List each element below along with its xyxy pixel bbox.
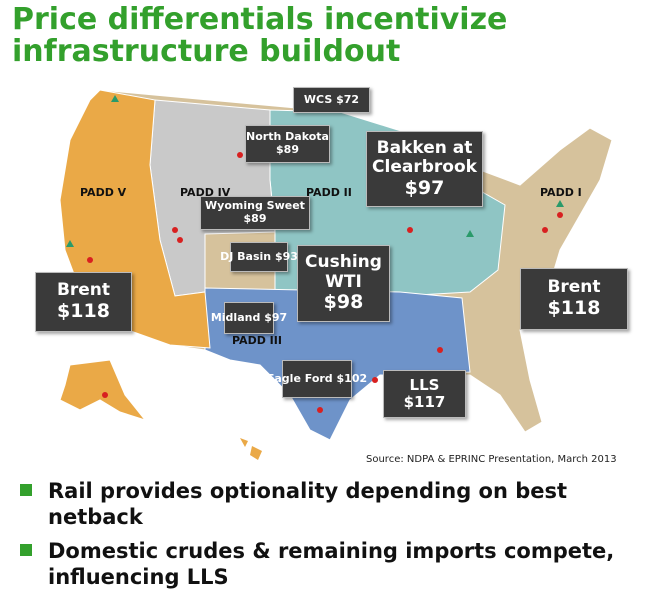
title-line: infrastructure buildout: [12, 34, 401, 69]
hawaii: [240, 438, 262, 460]
padd-label: PADD III: [232, 334, 282, 347]
padd-label: PADD I: [540, 186, 582, 199]
crude-name: Brent: [547, 277, 601, 298]
us-map: [59, 89, 613, 460]
crude-name: Wyoming Sweet: [205, 199, 305, 213]
crude-name: Cushing WTI: [305, 252, 382, 292]
alaska: [59, 359, 147, 421]
crude-price: $98: [323, 291, 364, 314]
price-row: Eagle Ford $102: [266, 371, 368, 386]
price-box: Cushing WTI $98: [297, 245, 390, 322]
crude-name: LLS: [409, 375, 440, 394]
bullet-text: Domestic crudes & remaining imports comp…: [48, 539, 615, 589]
crude-price: $97: [404, 176, 445, 199]
price-box: Wyoming Sweet $89: [200, 196, 310, 230]
padd-label: PADD II: [306, 186, 352, 199]
source-note: Source: NDPA & EPRINC Presentation, Marc…: [366, 454, 617, 465]
crude-name: North Dakota: [246, 130, 329, 144]
bullet-text: Rail provides optionality depending on b…: [48, 479, 568, 529]
price-box: Eagle Ford $102: [267, 360, 367, 398]
price-box: Brent $118: [520, 268, 628, 330]
padd-label: PADD V: [80, 186, 127, 199]
crude-name: Eagle Ford: [266, 371, 333, 385]
crude-name: Brent: [56, 280, 111, 301]
price-box: Brent $118: [35, 272, 132, 332]
bullet-marker: [20, 544, 32, 556]
title-line: Price differentials incentivize: [12, 2, 508, 37]
crude-price: $89: [243, 212, 267, 225]
price-box: WCS $72: [293, 87, 370, 113]
padd-label: PADD IV: [180, 186, 231, 199]
price-box: LLS $117: [383, 370, 466, 418]
crude-name: WCS: [303, 92, 333, 106]
crude-price: $93: [274, 249, 298, 263]
crude-price: $72: [336, 92, 360, 106]
crude-price: $118: [57, 299, 110, 322]
price-box: Midland $97: [211, 302, 287, 334]
crude-name: Bakken at Clearbrook: [372, 137, 477, 178]
crude-price: $118: [547, 296, 601, 319]
price-box: DJ Basin $93: [220, 242, 298, 272]
price-row: Midland $97: [210, 310, 288, 325]
crude-price: $102: [336, 371, 368, 385]
crude-name: DJ Basin: [220, 249, 272, 263]
crude-price: $97: [264, 310, 288, 324]
crude-price: $117: [403, 393, 446, 411]
crude-price: $89: [276, 143, 299, 156]
price-row: WCS $72: [303, 92, 360, 107]
crude-name: Midland: [210, 310, 261, 324]
price-box: Bakken at Clearbrook $97: [366, 131, 483, 207]
price-row: DJ Basin $93: [220, 249, 298, 264]
price-box: North Dakota $89: [245, 125, 330, 163]
bullet-marker: [20, 484, 32, 496]
